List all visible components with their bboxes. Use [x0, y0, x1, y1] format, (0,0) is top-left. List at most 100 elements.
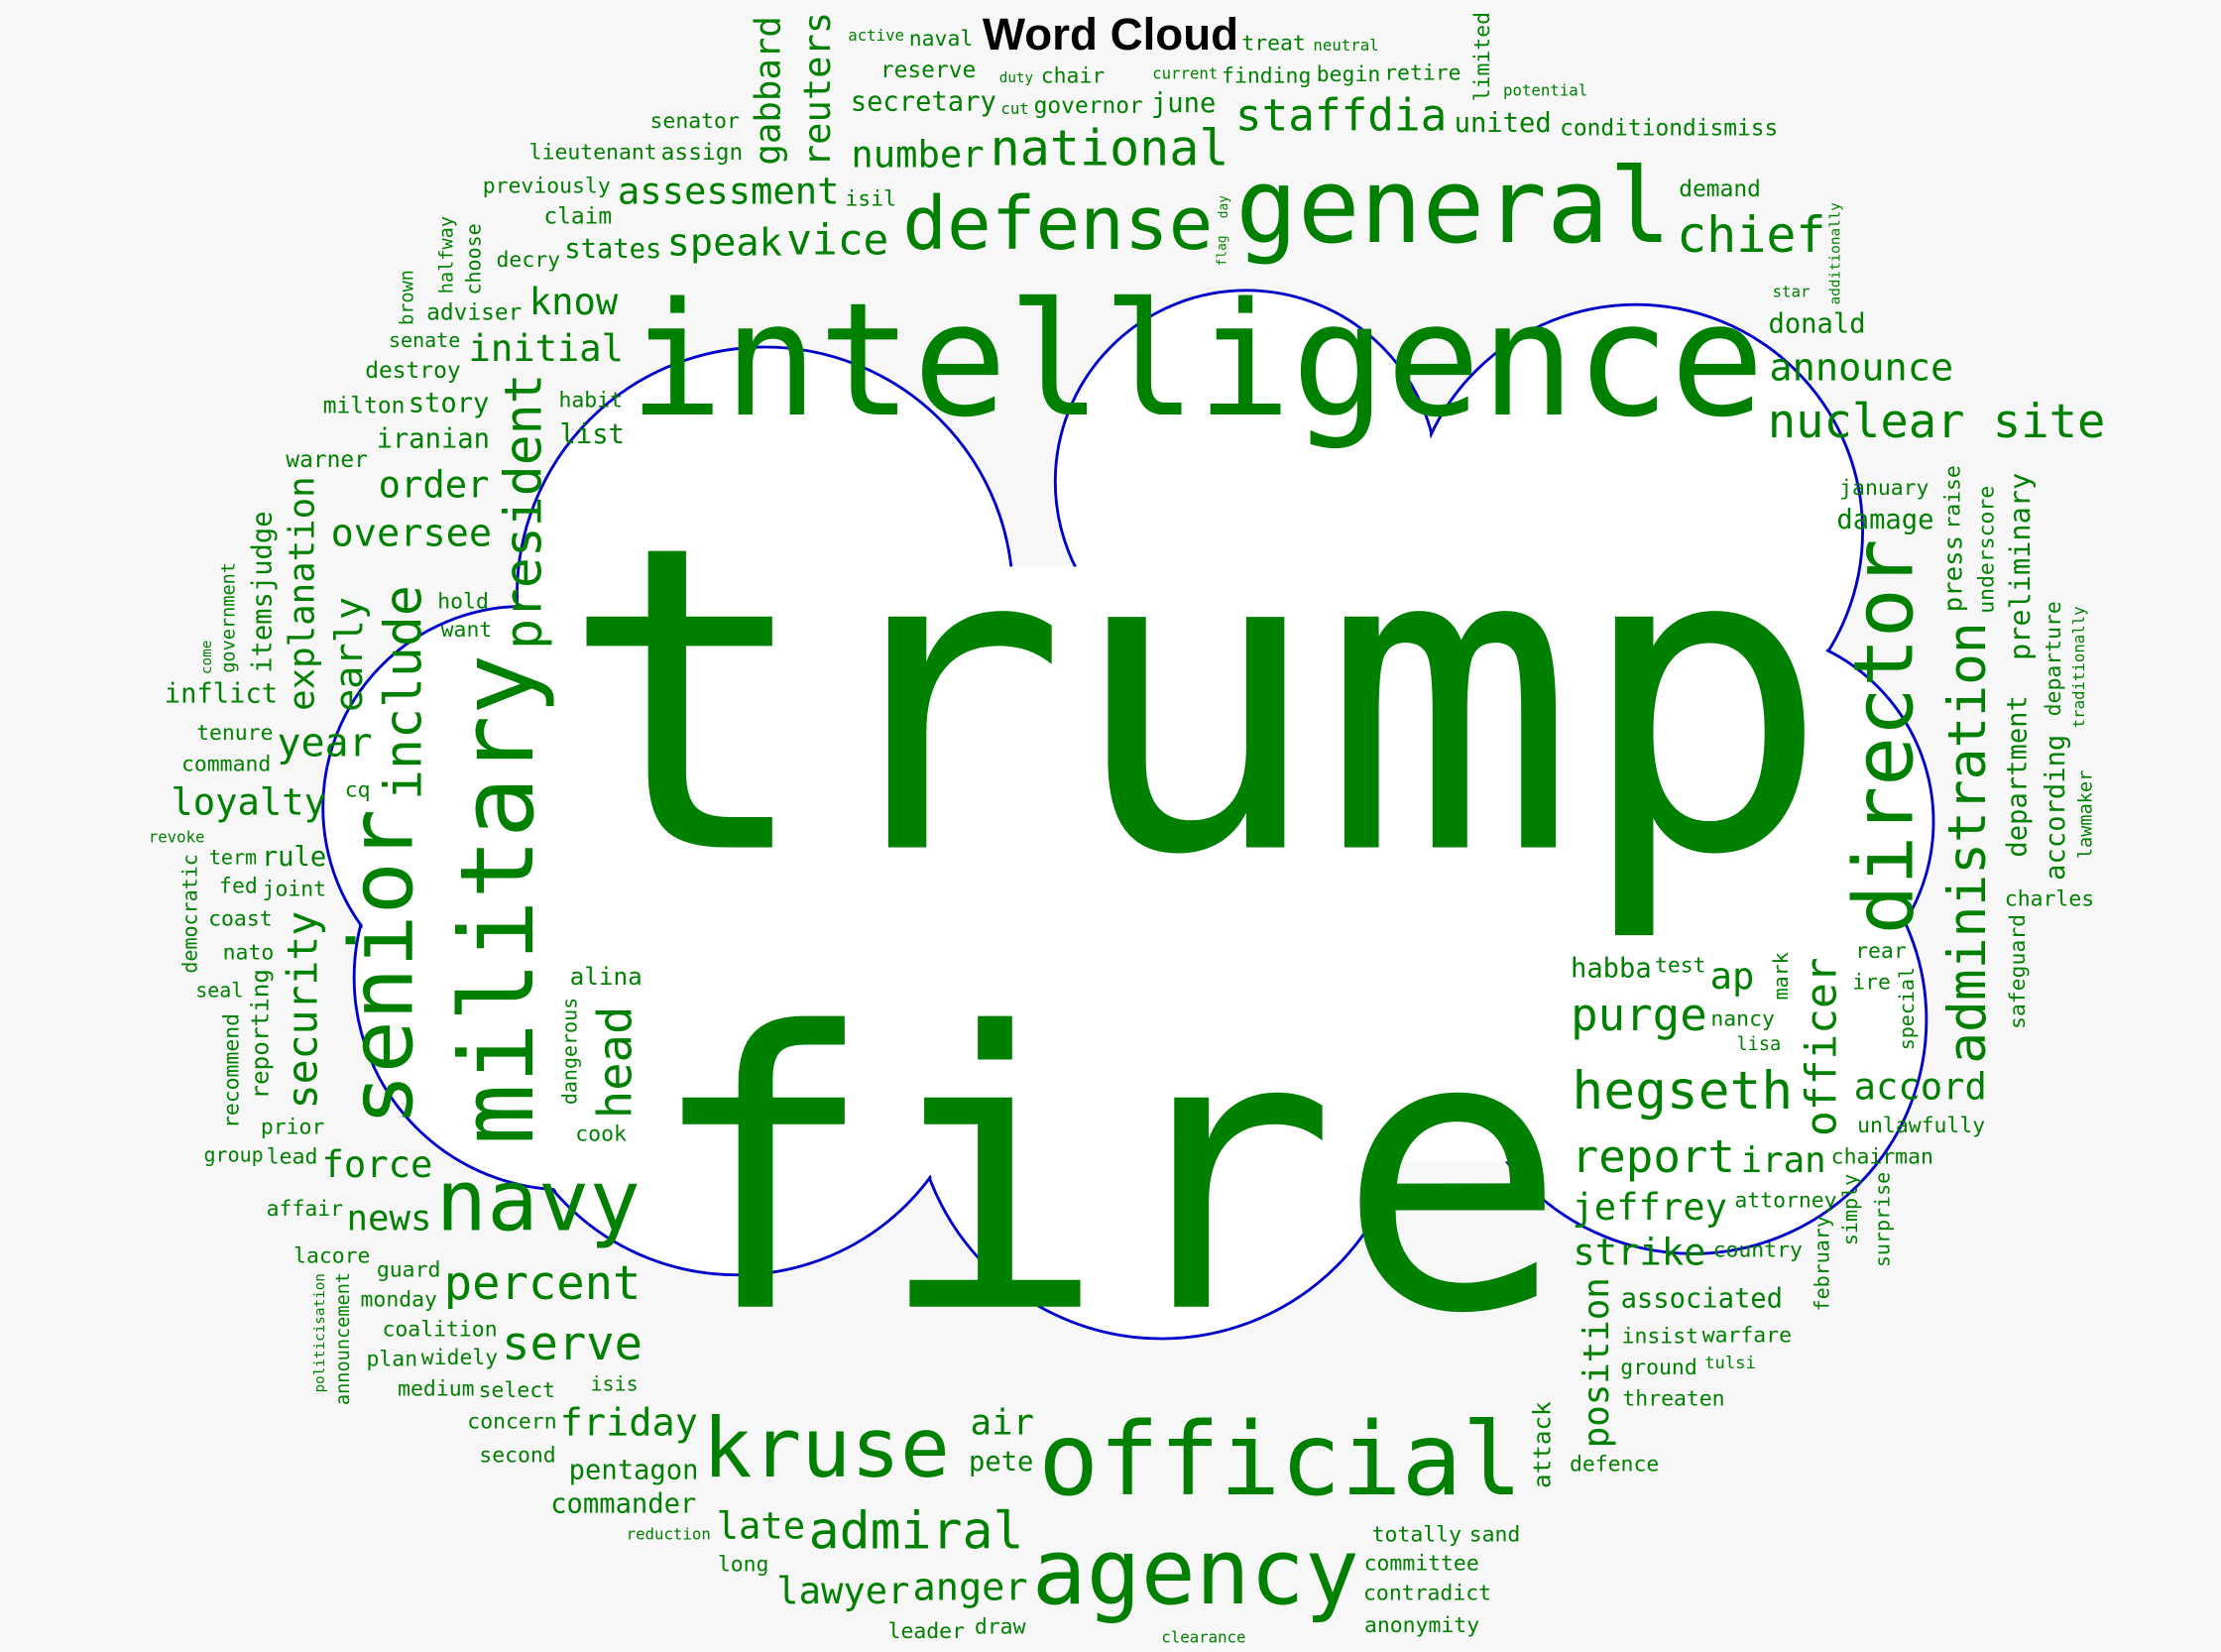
- word: reserve: [879, 56, 977, 83]
- word: simply: [1840, 1173, 1864, 1245]
- word: senior: [329, 809, 433, 1127]
- word: threaten: [1622, 1385, 1725, 1412]
- word: inflict: [164, 677, 279, 710]
- word: accord: [1853, 1066, 1987, 1110]
- word: kruse: [702, 1400, 950, 1497]
- word: democratic: [179, 853, 203, 974]
- word: chair: [1040, 62, 1106, 89]
- word: second: [479, 1442, 556, 1468]
- word: guard: [376, 1255, 441, 1282]
- word: unlawfully: [1857, 1112, 1986, 1138]
- word: sand: [1468, 1521, 1521, 1548]
- word: brown: [397, 270, 418, 326]
- word: come: [200, 640, 216, 675]
- word: officer: [1797, 957, 1847, 1136]
- word: charles: [2004, 885, 2095, 911]
- word: itemsjudge: [246, 511, 279, 674]
- word: late: [716, 1505, 806, 1549]
- word: concern: [467, 1408, 557, 1434]
- word: command: [180, 751, 272, 776]
- word: percent: [443, 1254, 642, 1310]
- word: position: [1575, 1277, 1617, 1449]
- word: friday: [559, 1401, 698, 1446]
- word: medium: [398, 1374, 475, 1401]
- word: isis: [590, 1373, 639, 1397]
- word: chief: [1677, 208, 1826, 266]
- word: monday: [360, 1286, 437, 1313]
- word: raise: [1939, 465, 1966, 531]
- word: lead: [266, 1143, 318, 1169]
- word: reporting: [246, 969, 276, 1100]
- word: initial: [468, 328, 625, 371]
- word: attack: [1529, 1401, 1559, 1489]
- word: iranian: [376, 423, 490, 455]
- word: explanation: [282, 476, 323, 712]
- word: potential: [1503, 81, 1588, 101]
- word: security: [278, 910, 327, 1110]
- word: safeguard: [2004, 914, 2031, 1030]
- word: early: [328, 596, 373, 712]
- word: list: [559, 418, 625, 450]
- word: attorney: [1734, 1187, 1837, 1214]
- word: adviser: [426, 297, 523, 325]
- word: test: [1654, 953, 1706, 979]
- word: defence: [1569, 1451, 1660, 1477]
- word: pentagon: [568, 1454, 699, 1485]
- word: announce: [1769, 346, 1954, 391]
- word: group: [203, 1143, 264, 1167]
- word: donald: [1768, 307, 1866, 340]
- word: governor: [1033, 91, 1143, 119]
- word: purge: [1571, 987, 1707, 1041]
- word: tulsi: [1704, 1353, 1756, 1373]
- word: clearance: [1161, 1628, 1246, 1648]
- word: announcement: [333, 1271, 355, 1405]
- word: chairman: [1830, 1142, 1933, 1169]
- word: speak: [666, 222, 782, 267]
- word: hold: [437, 587, 489, 614]
- word: coalition: [382, 1315, 498, 1342]
- cloud-core: [594, 566, 1757, 1162]
- word: include: [375, 585, 434, 801]
- word: recommend: [217, 1012, 244, 1128]
- word: dangerous: [559, 997, 582, 1106]
- word: habba: [1570, 952, 1652, 985]
- word: retire: [1384, 60, 1461, 86]
- word: draw: [974, 1614, 1026, 1640]
- word: nato: [222, 938, 275, 965]
- word: air: [970, 1401, 1034, 1443]
- word: story: [408, 388, 490, 420]
- word: lacore: [293, 1242, 371, 1269]
- word: know: [528, 282, 619, 325]
- word: limited: [1469, 12, 1495, 102]
- word: president: [495, 373, 553, 650]
- word: nancy: [1710, 1005, 1775, 1031]
- word: intelligence: [629, 270, 1765, 453]
- word: cook: [575, 1121, 627, 1147]
- word: order: [378, 465, 490, 508]
- word: report: [1571, 1128, 1735, 1183]
- word: demand: [1679, 175, 1761, 202]
- word: press: [1939, 535, 1970, 613]
- word: serve: [502, 1315, 643, 1371]
- word: strike: [1573, 1232, 1706, 1275]
- word: official: [1038, 1400, 1523, 1519]
- word: want: [440, 617, 493, 644]
- word: associated: [1620, 1283, 1783, 1315]
- word: treat: [1241, 30, 1306, 57]
- word: states: [564, 234, 662, 266]
- word: affair: [266, 1196, 344, 1223]
- word: united: [1454, 108, 1552, 140]
- word: senator: [649, 108, 740, 134]
- word: neutral: [1313, 36, 1379, 55]
- word: administration: [1936, 622, 1999, 1064]
- word: halfway: [437, 216, 459, 295]
- word: oversee: [330, 512, 493, 557]
- word: ire: [1852, 970, 1891, 996]
- word: leader: [887, 1617, 965, 1644]
- word: revoke: [148, 828, 205, 848]
- word: finding: [1222, 62, 1312, 88]
- word: totally: [1371, 1521, 1461, 1547]
- word: previously: [482, 174, 611, 199]
- word: department: [2002, 695, 2034, 858]
